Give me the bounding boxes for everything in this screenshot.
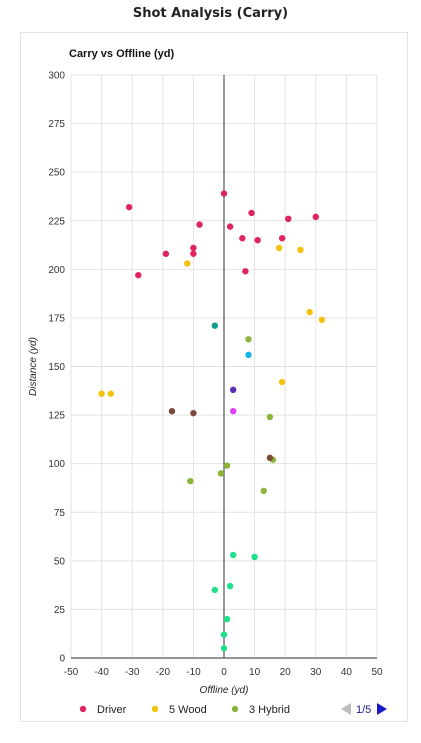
- data-point[interactable]: [266, 454, 274, 462]
- data-point[interactable]: [245, 351, 252, 359]
- data-point[interactable]: [229, 551, 237, 559]
- y-tick-label: 200: [48, 265, 65, 276]
- data-point[interactable]: [229, 386, 237, 394]
- x-tick-label: 50: [371, 667, 383, 678]
- data-point[interactable]: [196, 221, 203, 228]
- y-axis-label: Distance (yd): [28, 337, 39, 396]
- data-point[interactable]: [285, 215, 292, 223]
- data-point[interactable]: [251, 553, 258, 561]
- y-tick-label: 175: [48, 313, 65, 324]
- data-point[interactable]: [162, 250, 170, 257]
- zero-line: [71, 75, 377, 659]
- data-point[interactable]: [245, 336, 252, 343]
- x-tick-label: -30: [125, 667, 140, 678]
- y-tick-label: 250: [48, 168, 65, 179]
- data-point[interactable]: [260, 487, 267, 495]
- legend-marker: [151, 705, 159, 713]
- data-point[interactable]: [242, 268, 249, 275]
- y-tick-label: 75: [54, 508, 66, 519]
- data-point[interactable]: [223, 462, 231, 469]
- legend-next-icon[interactable]: [377, 703, 387, 715]
- data-point[interactable]: [220, 190, 228, 197]
- data-point[interactable]: [266, 413, 274, 421]
- legend-item-label[interactable]: 5 Wood: [169, 704, 207, 716]
- data-point[interactable]: [184, 260, 191, 267]
- legend-marker: [79, 705, 87, 713]
- legend-item-label[interactable]: 3 Hybrid: [249, 704, 290, 716]
- y-tick-label: 50: [54, 556, 66, 567]
- legend-prev-icon[interactable]: [341, 703, 351, 715]
- data-point[interactable]: [278, 235, 286, 242]
- data-point[interactable]: [220, 631, 228, 638]
- scatter-chart: Carry vs Offline (yd) -50 -40 -30 -20 -10 0 10…: [28, 48, 387, 716]
- data-point[interactable]: [98, 390, 105, 397]
- data-point[interactable]: [217, 470, 225, 477]
- data-point[interactable]: [220, 645, 228, 652]
- x-tick-label: -10: [186, 667, 201, 678]
- data-point[interactable]: [229, 407, 237, 415]
- chart-legend: Driver 5 Wood 3 Hybrid 1/5: [79, 703, 387, 716]
- data-point[interactable]: [318, 316, 326, 324]
- y-tick-label: 150: [48, 362, 65, 373]
- x-tick-label: 20: [280, 667, 292, 678]
- data-point[interactable]: [223, 615, 231, 623]
- x-tick-label: -50: [64, 667, 79, 678]
- data-point[interactable]: [190, 409, 197, 417]
- data-point[interactable]: [187, 477, 194, 485]
- x-tick-label: -20: [156, 667, 171, 678]
- data-point[interactable]: [239, 235, 246, 242]
- data-point[interactable]: [190, 244, 197, 252]
- data-point[interactable]: [135, 271, 142, 279]
- legend-marker: [231, 705, 239, 713]
- x-axis-ticks: -50 -40 -30 -20 -10 0 10 20 30 40 50: [64, 667, 383, 678]
- legend-item-label[interactable]: Driver: [97, 704, 127, 716]
- chart-title: Carry vs Offline (yd): [69, 48, 174, 60]
- y-tick-label: 225: [48, 216, 65, 227]
- y-tick-label: 300: [48, 71, 65, 82]
- chart-card: Carry vs Offline (yd) -50 -40 -30 -20 -10 0 10…: [20, 32, 408, 722]
- data-points: [98, 190, 326, 652]
- data-point[interactable]: [190, 250, 197, 257]
- data-point[interactable]: [226, 582, 234, 590]
- x-tick-label: 40: [341, 667, 353, 678]
- legend-page-indicator: 1/5: [356, 704, 371, 716]
- data-point[interactable]: [254, 236, 261, 244]
- x-axis-label: Offline (yd): [200, 685, 249, 696]
- y-tick-label: 25: [54, 605, 66, 616]
- y-tick-label: 100: [48, 459, 65, 470]
- y-tick-label: 125: [48, 411, 65, 422]
- data-point[interactable]: [312, 213, 319, 221]
- y-tick-label: 275: [48, 119, 65, 130]
- data-point[interactable]: [168, 407, 176, 415]
- data-point[interactable]: [306, 308, 313, 316]
- data-point[interactable]: [297, 246, 304, 254]
- data-point[interactable]: [275, 244, 283, 252]
- y-tick-label: 0: [59, 654, 65, 665]
- data-point[interactable]: [125, 203, 133, 211]
- data-point[interactable]: [211, 322, 219, 329]
- data-point[interactable]: [211, 586, 219, 594]
- data-point[interactable]: [278, 378, 286, 386]
- page-title: Shot Analysis (Carry): [132, 6, 289, 21]
- x-tick-label: -40: [94, 667, 109, 678]
- data-point[interactable]: [226, 223, 234, 230]
- data-point[interactable]: [107, 390, 114, 397]
- x-tick-label: 10: [249, 667, 261, 678]
- y-axis-ticks: 0 25 50 75 100 125 150 175 200 225 250 275 300: [48, 71, 65, 665]
- x-tick-label: 0: [221, 667, 227, 678]
- data-point[interactable]: [248, 209, 255, 217]
- x-tick-label: 30: [310, 667, 322, 678]
